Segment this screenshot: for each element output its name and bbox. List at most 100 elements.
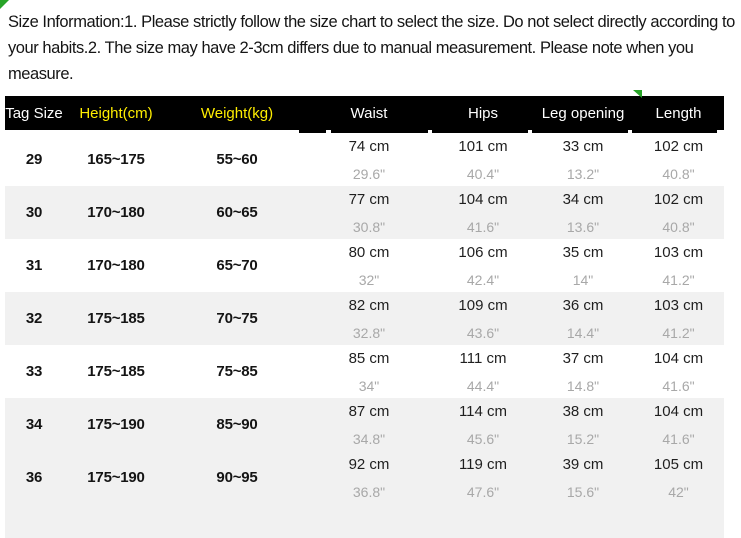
length-cell: 104 cm 41.6" bbox=[633, 398, 724, 451]
waist-cell: 85 cm 34" bbox=[305, 345, 433, 398]
height-cell: 165~175 bbox=[87, 151, 145, 168]
length-cm-value: 105 cm bbox=[653, 455, 704, 473]
waist-cell: 77 cm 30.8" bbox=[305, 186, 433, 239]
height-cell: 175~185 bbox=[87, 310, 145, 327]
waist-inch-value: 32" bbox=[358, 271, 380, 288]
waist-inch-value: 32.8" bbox=[352, 324, 386, 341]
tag-size-cell: 31 bbox=[25, 257, 43, 274]
tag-size-cell: 34 bbox=[25, 416, 43, 433]
size-information-notice: Size Information:1. Please strictly foll… bbox=[8, 13, 735, 83]
height-cell: 175~190 bbox=[87, 469, 145, 486]
hips-cm-value: 119 cm bbox=[458, 455, 508, 473]
header-length: Length bbox=[655, 104, 702, 122]
table-row: 31 170~180 65~70 80 cm 32" 106 cm 42.4" … bbox=[5, 239, 724, 292]
height-cell: 175~185 bbox=[87, 363, 145, 380]
green-corner-mark-icon bbox=[0, 0, 9, 9]
weight-cell: 85~90 bbox=[216, 416, 258, 433]
table-body: 29 165~175 55~60 74 cm 29.6" 101 cm 40.4… bbox=[5, 133, 724, 538]
length-cell: 105 cm 42" bbox=[633, 451, 724, 538]
weight-cell: 60~65 bbox=[216, 204, 258, 221]
leg-opening-cell: 39 cm 15.6" bbox=[533, 451, 633, 538]
table-row: 34 175~190 85~90 87 cm 34.8" 114 cm 45.6… bbox=[5, 398, 724, 451]
waist-cm-value: 82 cm bbox=[348, 296, 390, 314]
hips-cm-value: 106 cm bbox=[458, 243, 508, 261]
leg-opening-cell: 38 cm 15.2" bbox=[533, 398, 633, 451]
waist-inch-value: 29.6" bbox=[352, 165, 386, 182]
leg-opening-inch-value: 14.8" bbox=[566, 377, 600, 394]
waist-cell: 80 cm 32" bbox=[305, 239, 433, 292]
hips-cell: 106 cm 42.4" bbox=[433, 239, 533, 292]
hips-inch-value: 47.6" bbox=[466, 483, 500, 500]
waist-cell: 74 cm 29.6" bbox=[305, 133, 433, 186]
waist-cm-value: 80 cm bbox=[348, 243, 390, 261]
leg-opening-cell: 37 cm 14.8" bbox=[533, 345, 633, 398]
weight-cell: 90~95 bbox=[216, 469, 258, 486]
hips-inch-value: 40.4" bbox=[466, 165, 500, 182]
tag-size-cell: 36 bbox=[25, 469, 43, 486]
hips-cell: 104 cm 41.6" bbox=[433, 186, 533, 239]
tag-size-cell: 33 bbox=[25, 363, 43, 380]
leg-opening-inch-value: 14" bbox=[572, 271, 594, 288]
length-cell: 102 cm 40.8" bbox=[633, 133, 724, 186]
length-inch-value: 41.2" bbox=[662, 271, 695, 288]
length-cell: 104 cm 41.6" bbox=[633, 345, 724, 398]
leg-opening-cm-value: 38 cm bbox=[562, 402, 604, 420]
length-cm-value: 102 cm bbox=[653, 190, 704, 208]
length-inch-value: 42" bbox=[668, 483, 689, 500]
hips-inch-value: 42.4" bbox=[466, 271, 500, 288]
length-cm-value: 104 cm bbox=[653, 402, 704, 420]
waist-cell: 92 cm 36.8" bbox=[305, 451, 433, 538]
tag-size-cell: 29 bbox=[25, 151, 43, 168]
header-waist: Waist bbox=[350, 104, 388, 122]
hips-cell: 111 cm 44.4" bbox=[433, 345, 533, 398]
table-row: 36 175~190 90~95 92 cm 36.8" 119 cm 47.6… bbox=[5, 451, 724, 538]
leg-opening-inch-value: 14.4" bbox=[566, 324, 600, 341]
leg-opening-cell: 33 cm 13.2" bbox=[533, 133, 633, 186]
waist-cm-value: 92 cm bbox=[348, 455, 390, 473]
waist-inch-value: 34" bbox=[358, 377, 380, 394]
waist-cm-value: 74 cm bbox=[348, 137, 390, 155]
waist-cm-value: 77 cm bbox=[348, 190, 390, 208]
header-border-segment bbox=[331, 130, 428, 133]
hips-cm-value: 101 cm bbox=[458, 137, 508, 155]
height-cell: 170~180 bbox=[87, 204, 145, 221]
hips-inch-value: 41.6" bbox=[466, 218, 500, 235]
leg-opening-cm-value: 37 cm bbox=[562, 349, 604, 367]
length-cell: 103 cm 41.2" bbox=[633, 292, 724, 345]
length-cm-value: 104 cm bbox=[653, 349, 704, 367]
header-bottom-border bbox=[5, 130, 724, 133]
weight-cell: 75~85 bbox=[216, 363, 258, 380]
header-leg-opening: Leg opening bbox=[541, 104, 625, 122]
table-row: 29 165~175 55~60 74 cm 29.6" 101 cm 40.4… bbox=[5, 133, 724, 186]
tag-size-cell: 32 bbox=[25, 310, 43, 327]
hips-cell: 114 cm 45.6" bbox=[433, 398, 533, 451]
waist-cm-value: 87 cm bbox=[348, 402, 390, 420]
length-inch-value: 40.8" bbox=[662, 165, 695, 182]
weight-cell: 70~75 bbox=[216, 310, 258, 327]
tag-size-cell: 30 bbox=[25, 204, 43, 221]
length-inch-value: 41.6" bbox=[662, 377, 695, 394]
table-header-row: Tag Size Height(cm) Weight(kg) Waist Hip… bbox=[5, 96, 724, 130]
waist-inch-value: 30.8" bbox=[352, 218, 386, 235]
length-cm-value: 103 cm bbox=[653, 296, 704, 314]
hips-cell: 101 cm 40.4" bbox=[433, 133, 533, 186]
waist-inch-value: 36.8" bbox=[352, 483, 386, 500]
length-inch-value: 41.2" bbox=[662, 324, 695, 341]
size-chart-table: Tag Size Height(cm) Weight(kg) Waist Hip… bbox=[5, 96, 724, 538]
length-inch-value: 41.6" bbox=[662, 430, 695, 447]
leg-opening-cm-value: 35 cm bbox=[562, 243, 604, 261]
leg-opening-inch-value: 15.6" bbox=[566, 483, 600, 500]
header-height: Height(cm) bbox=[79, 104, 153, 122]
header-border-segment bbox=[299, 130, 326, 133]
hips-inch-value: 44.4" bbox=[466, 377, 500, 394]
waist-cell: 82 cm 32.8" bbox=[305, 292, 433, 345]
leg-opening-cell: 36 cm 14.4" bbox=[533, 292, 633, 345]
header-border-segment bbox=[532, 130, 628, 133]
hips-inch-value: 45.6" bbox=[466, 430, 500, 447]
table-row: 33 175~185 75~85 85 cm 34" 111 cm 44.4" … bbox=[5, 345, 724, 398]
hips-cm-value: 111 cm bbox=[459, 349, 507, 367]
leg-opening-inch-value: 15.2" bbox=[566, 430, 600, 447]
hips-cm-value: 104 cm bbox=[458, 190, 508, 208]
waist-inch-value: 34.8" bbox=[352, 430, 386, 447]
green-arrow-mark-icon bbox=[633, 90, 642, 98]
